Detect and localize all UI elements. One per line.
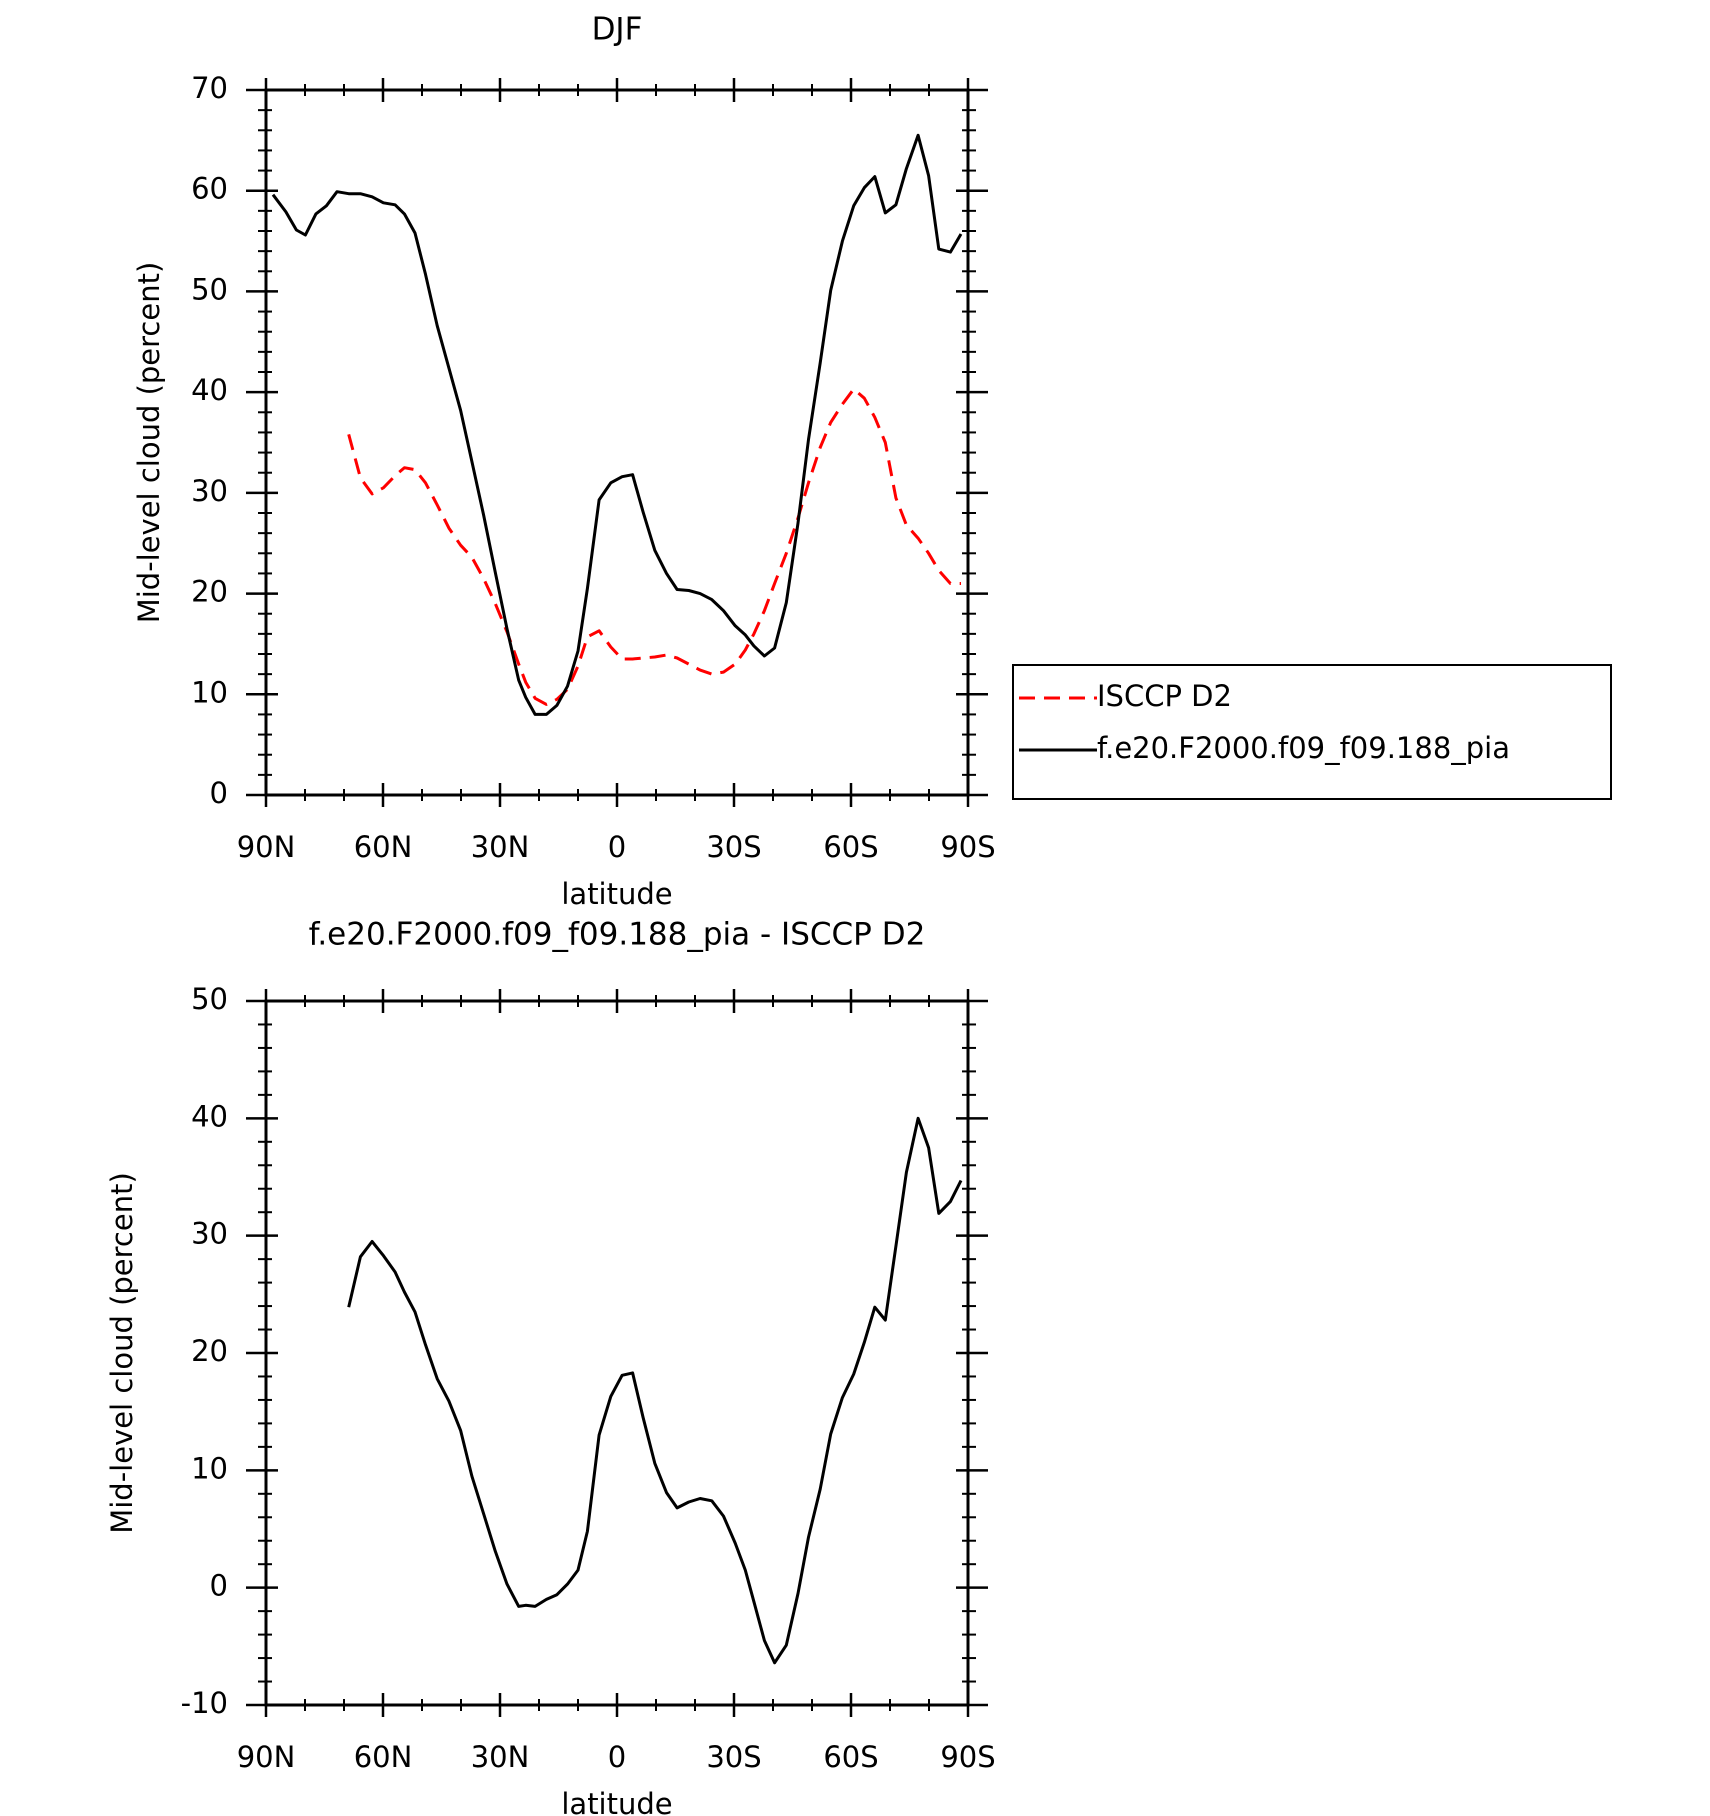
y-tick-label: 30 xyxy=(191,474,228,508)
y-axis-label: Mid-level cloud (percent) xyxy=(132,262,166,624)
data-line xyxy=(347,387,961,706)
x-tick-label: 90S xyxy=(940,1740,995,1774)
data-line xyxy=(271,133,963,716)
x-tick-label: 30N xyxy=(471,830,530,864)
x-tick-label: 60N xyxy=(354,1740,413,1774)
y-tick-label: 50 xyxy=(191,982,228,1016)
x-tick-label: 60S xyxy=(823,830,878,864)
x-tick-label: 30S xyxy=(706,830,761,864)
legend-label: ISCCP D2 xyxy=(1097,679,1232,713)
chart-title: f.e20.F2000.f09_f09.188_pia - ISCCP D2 xyxy=(309,917,926,953)
y-tick-label: 70 xyxy=(191,71,228,105)
x-tick-label: 60S xyxy=(823,1740,878,1774)
chart-title: DJF xyxy=(592,12,643,48)
y-tick-label: 10 xyxy=(191,1451,228,1485)
legend-box xyxy=(1012,664,1612,800)
data-line xyxy=(347,1116,963,1665)
y-tick-label: 0 xyxy=(210,1569,228,1603)
y-tick-label: -10 xyxy=(181,1686,228,1720)
legend-label: f.e20.F2000.f09_f09.188_pia xyxy=(1097,731,1510,765)
x-tick-label: 90N xyxy=(237,1740,296,1774)
y-tick-label: 30 xyxy=(191,1217,228,1251)
y-tick-label: 20 xyxy=(191,575,228,609)
y-tick-label: 10 xyxy=(191,675,228,709)
x-axis-label: latitude xyxy=(561,877,672,911)
y-axis-label: Mid-level cloud (percent) xyxy=(105,1172,139,1534)
x-tick-label: 0 xyxy=(608,830,626,864)
y-tick-label: 60 xyxy=(191,172,228,206)
y-tick-label: 20 xyxy=(191,1334,228,1368)
x-tick-label: 90S xyxy=(940,830,995,864)
y-tick-label: 40 xyxy=(191,1099,228,1133)
x-axis-label: latitude xyxy=(561,1787,672,1816)
x-tick-label: 0 xyxy=(608,1740,626,1774)
y-tick-label: 40 xyxy=(191,373,228,407)
plot-frame xyxy=(264,999,970,1707)
y-tick-label: 0 xyxy=(210,776,228,810)
y-tick-label: 50 xyxy=(191,272,228,306)
x-tick-label: 90N xyxy=(237,830,296,864)
x-tick-label: 60N xyxy=(354,830,413,864)
x-tick-label: 30S xyxy=(706,1740,761,1774)
x-tick-label: 30N xyxy=(471,1740,530,1774)
